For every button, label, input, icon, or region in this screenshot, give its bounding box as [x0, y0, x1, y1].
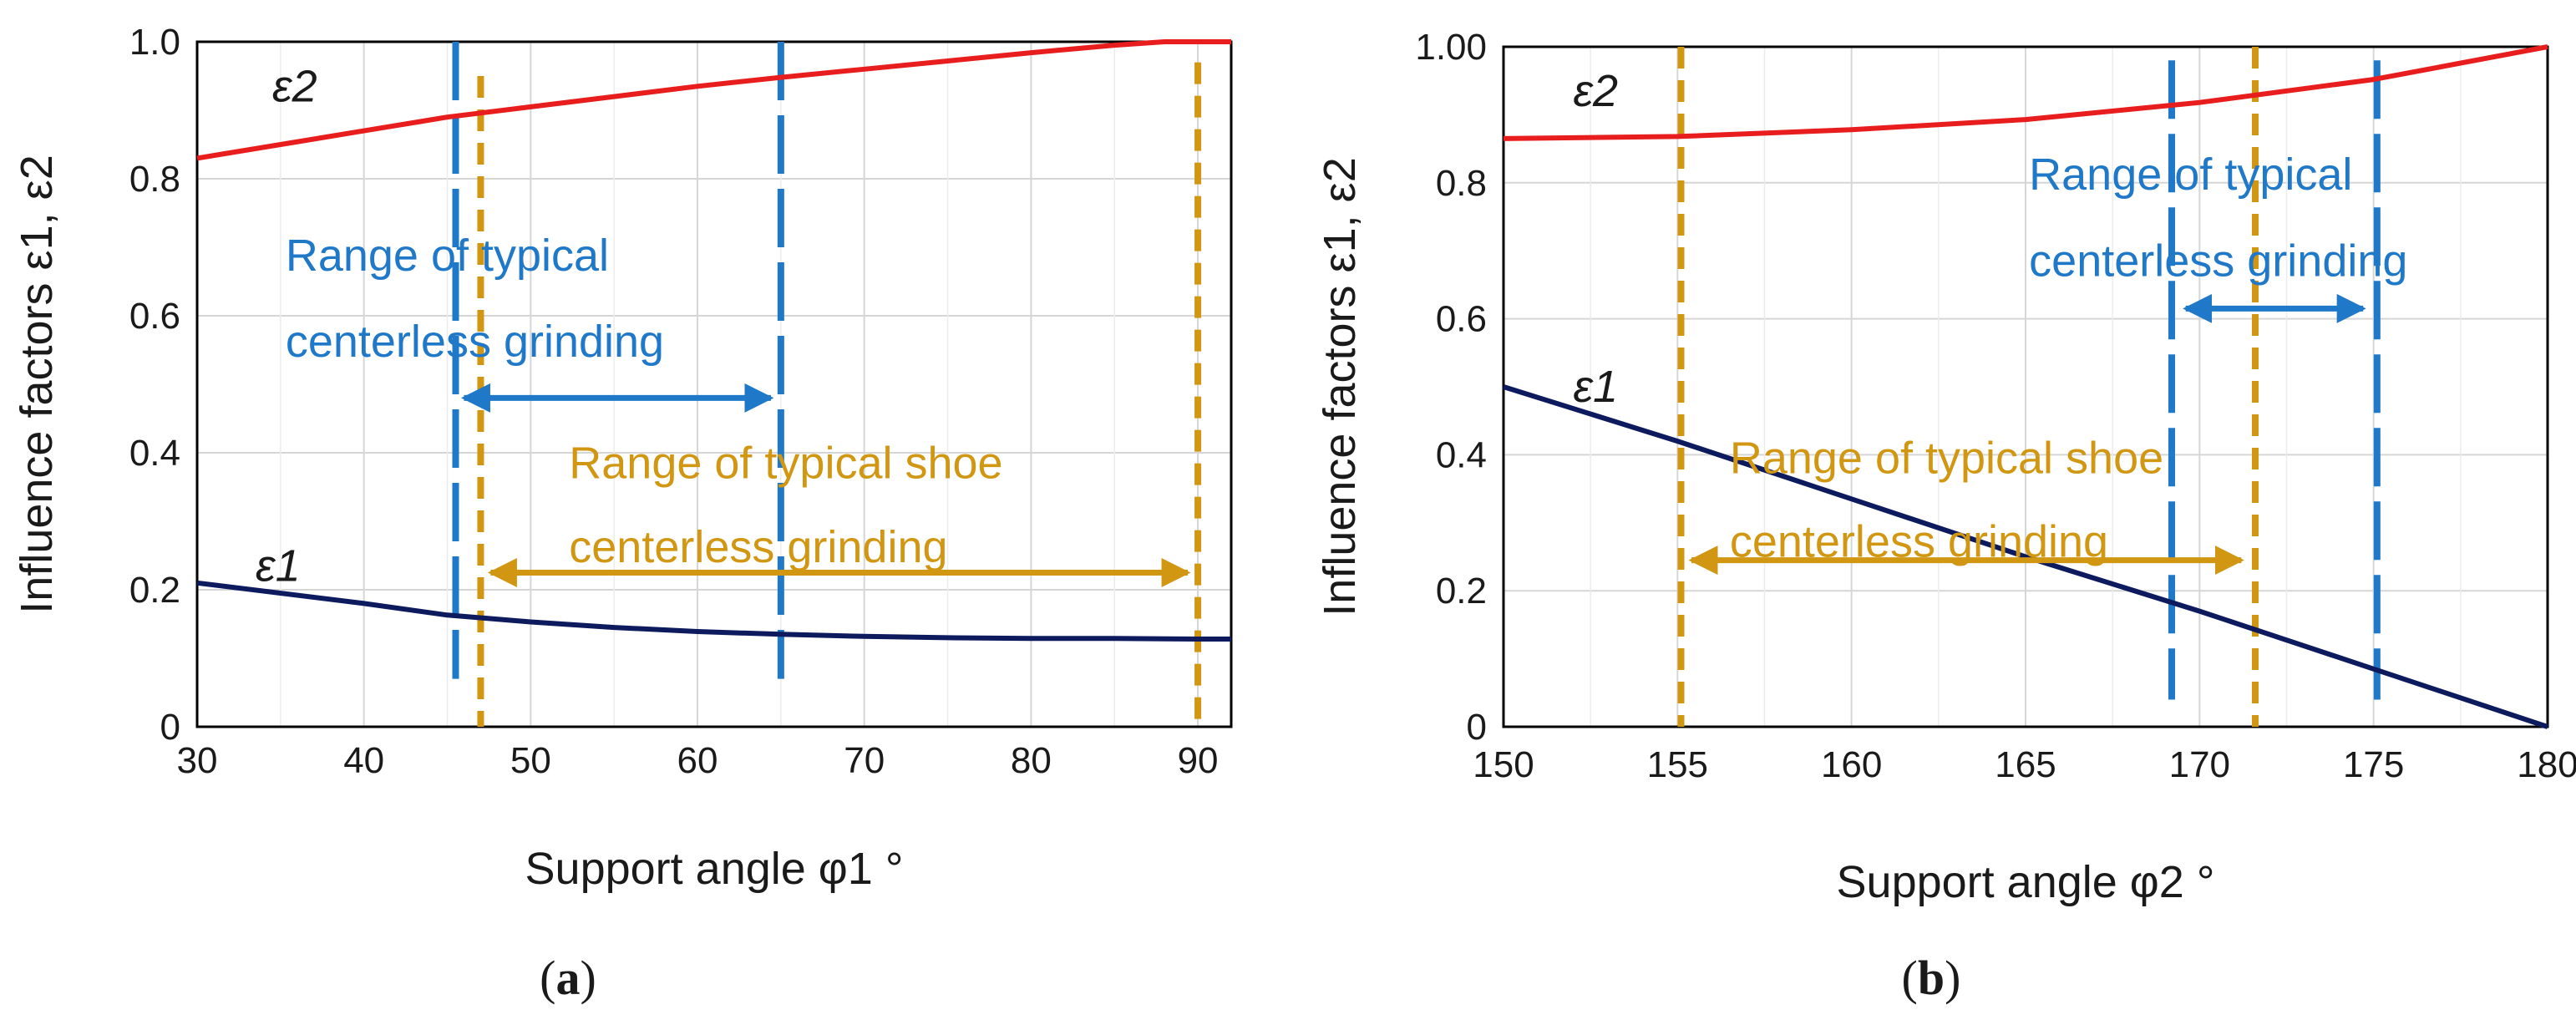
x-tick-label: 160	[1821, 744, 1882, 785]
x-tick-label: 30	[177, 740, 218, 781]
x-tick-label: 180	[2517, 744, 2576, 785]
y-tick-label: 0.4	[1436, 434, 1487, 475]
x-tick-label: 90	[1178, 740, 1219, 781]
y-tick-label: 0.6	[129, 296, 180, 337]
y-axis-title: Influence factors ε1, ε2	[1315, 157, 1365, 616]
series-line-eps1	[196, 580, 1231, 642]
x-tick-label: 155	[1647, 744, 1708, 785]
y-tick-label: 0.8	[129, 159, 180, 200]
panel-letter: a	[556, 951, 581, 1005]
series-line-eps2	[1503, 44, 2548, 141]
curve-label: ε1	[256, 540, 301, 591]
panel-a-chart: 30 40 50 60 70 80 90 0 0.2 0.4 0.6 0.8 1.0 Influence …	[12, 22, 1233, 1005]
x-tick-label: 50	[510, 740, 551, 781]
x-tick-label: 60	[677, 740, 718, 781]
y-tick-label: 0	[1467, 707, 1487, 748]
y-tick-label: 0.2	[129, 570, 180, 611]
panel-label: (b)	[1902, 951, 1961, 1005]
y-axis-title: Influence factors ε1, ε2	[12, 155, 62, 613]
x-tick-label: 170	[2169, 744, 2230, 785]
curve-label: ε1	[1573, 362, 1618, 412]
y-tick-label: 1.0	[129, 22, 180, 63]
y-tick-label: 0.6	[1436, 299, 1487, 340]
x-tick-label: 70	[844, 740, 885, 781]
x-axis-title: Support angle φ2 °	[1837, 857, 2215, 907]
x-tick-label: 150	[1473, 744, 1534, 785]
x-tick-label: 40	[343, 740, 384, 781]
x-tick-label: 175	[2343, 744, 2404, 785]
range-annotation-text: centerless grinding	[569, 522, 947, 572]
x-axis-title: Support angle φ1 °	[525, 844, 904, 894]
y-tick-label: 1.00	[1415, 27, 1487, 68]
curve-label: ε2	[1573, 66, 1618, 116]
x-tick-label: 165	[1995, 744, 2056, 785]
panel-b-chart: 150 155 160 165 170 175 180 0 0.2 0.4 0.6 0.8 1.00 In…	[1315, 27, 2576, 1005]
panel-letter: b	[1918, 951, 1945, 1005]
range-annotation-text: Range of typical	[2029, 150, 2352, 200]
range-annotation-text: centerless grinding	[286, 317, 664, 367]
y-tick-label: 0	[160, 707, 180, 748]
y-tick-label: 0.4	[129, 433, 180, 474]
range-annotation-text: centerless grinding	[2029, 236, 2407, 286]
curve-label: ε2	[272, 61, 317, 111]
y-tick-label: 0.8	[1436, 163, 1487, 204]
plot-frame	[195, 40, 1233, 728]
series-line-eps2	[196, 39, 1231, 161]
range-annotation-text: Range of typical	[286, 231, 609, 281]
x-tick-label: 80	[1011, 740, 1052, 781]
range-annotation-text: Range of typical shoe	[1730, 433, 2163, 483]
panel-label: (a)	[540, 951, 596, 1005]
range-annotation-text: Range of typical shoe	[569, 438, 1002, 488]
y-tick-label: 0.2	[1436, 571, 1487, 611]
